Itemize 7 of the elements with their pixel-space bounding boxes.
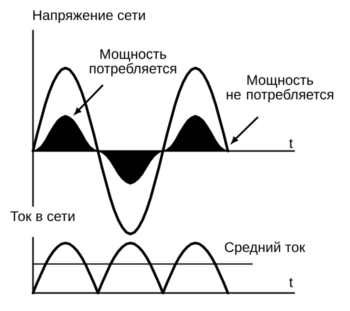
series-label: Средний ток bbox=[224, 242, 306, 255]
y-axis-title: Ток в сети bbox=[10, 211, 74, 222]
x-axis-title: t bbox=[289, 138, 293, 148]
x-axis-title: t bbox=[289, 278, 293, 288]
y-axis-title: Напряжение сети bbox=[33, 10, 145, 23]
annotation: Мощность потребляется bbox=[90, 49, 176, 76]
annotation: Мощность не потребляется bbox=[226, 75, 334, 102]
